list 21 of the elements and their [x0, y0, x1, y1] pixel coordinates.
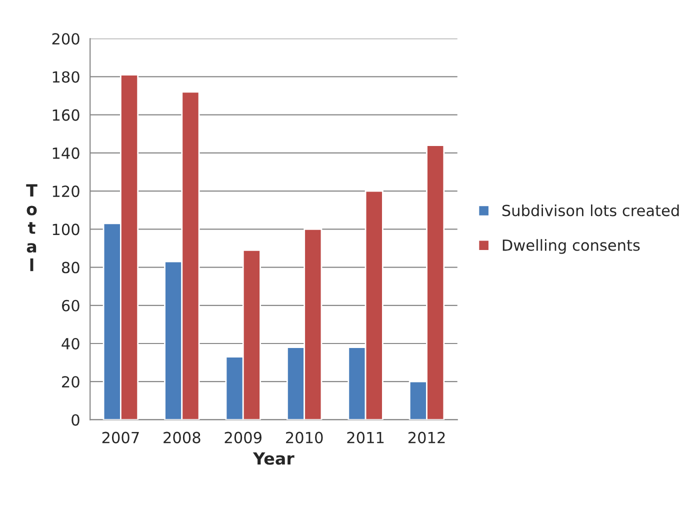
legend-label: Subdivison lots created [502, 204, 679, 216]
y-tick-label: 180 [52, 71, 80, 83]
legend-label: Dwelling consents [502, 239, 640, 254]
y-tick-label: 100 [52, 224, 80, 236]
x-tick-label: 2011 [347, 432, 384, 444]
y-tick-label: 200 [52, 33, 80, 45]
x-tick-label: 2010 [286, 432, 323, 444]
x-axis-title: Year [252, 452, 294, 465]
y-tick-label: 120 [52, 186, 80, 198]
y-tick-label: 160 [52, 109, 80, 121]
x-tick-label: 2012 [408, 432, 445, 444]
y-tick-label: 60 [62, 300, 80, 312]
y-axis-title: Total [26, 184, 38, 272]
y-tick-label: 40 [62, 338, 80, 350]
x-tick-label: 2007 [102, 432, 139, 444]
y-tick-label: 0 [72, 414, 80, 426]
x-tick-label: 2008 [164, 432, 200, 444]
y-tick-label: 20 [62, 376, 80, 388]
y-tick-label: 80 [62, 262, 80, 274]
x-tick-label: 2009 [224, 432, 262, 444]
y-tick-label: 140 [52, 147, 80, 159]
